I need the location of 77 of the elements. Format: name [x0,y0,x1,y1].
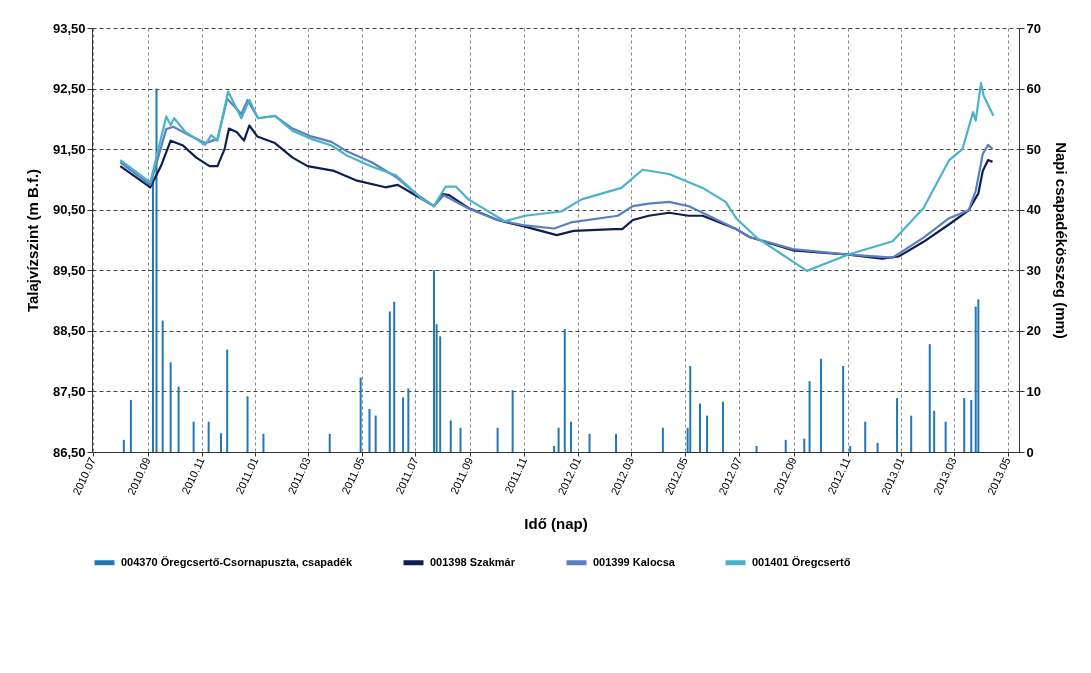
bar [226,349,229,452]
bar [689,365,692,452]
y-axis-title: Talajvízszint (m B.f.) [23,168,41,313]
bar [569,421,572,452]
y-tick-label: 89,50 [52,262,86,278]
y-tick-label: 90,50 [52,202,86,218]
bar [432,270,435,452]
y-tick-label: 91,50 [52,141,86,157]
bar [876,442,879,452]
bar [784,439,787,452]
bar [262,433,265,452]
bar [207,421,210,452]
bar [511,390,514,452]
bar [944,421,947,452]
y2-axis-title: Napi csapadékösszeg (mm) [1052,142,1070,339]
x-axis-title: Idő (nap) [524,514,588,532]
y-tick-label: 86,50 [52,444,86,460]
bar [864,421,867,452]
y2-tick-label: 10 [1026,383,1041,399]
bar [177,386,180,452]
y2-tick-label: 0 [1026,444,1034,460]
bar [129,399,132,452]
bar [842,365,845,452]
y2-tick-label: 50 [1026,141,1041,157]
bar [388,311,391,452]
y-tick-label: 93,50 [52,20,86,36]
bar [896,398,899,452]
y-tick-label: 87,50 [52,383,86,399]
bar [169,362,172,452]
bar [220,433,223,452]
bar [588,433,591,452]
bar [374,415,377,452]
y2-tick-label: 20 [1026,323,1041,339]
bar [820,358,823,452]
bar [563,329,566,452]
y-tick-label: 88,50 [52,323,86,339]
bar [496,427,499,452]
bar [849,445,852,452]
y2-tick-label: 60 [1026,81,1041,97]
bar [910,415,913,452]
line-series [119,124,994,260]
bar [155,88,158,452]
bar [977,299,980,452]
bar [970,399,973,452]
bar [803,438,806,452]
bar [407,388,410,452]
y-tick-label: 92,50 [52,81,86,97]
bar [706,415,709,452]
y2-tick-label: 30 [1026,262,1041,278]
legend-label: 001398 Szakmár [430,555,516,568]
bar [721,401,724,452]
bar [246,396,249,452]
bar [928,344,931,452]
bar [449,420,452,452]
legend-label: 001399 Kalocsa [593,555,676,568]
bar [359,377,362,452]
bar [615,433,618,452]
bar [402,397,405,452]
bar [557,427,560,452]
bar [368,408,371,452]
bar [755,445,758,452]
legend-label: 001401 Öregcsertő [752,555,851,568]
bar [808,381,811,452]
bar [192,421,195,452]
bar [459,427,462,452]
bar [328,433,331,452]
bar [661,427,664,452]
bar [161,320,164,452]
bar [553,445,556,452]
legend-label: 004370 Öregcsertő-Csornapuszta, csapadék [121,555,353,568]
bar [393,301,396,452]
bar [698,403,701,452]
bar [963,398,966,452]
bar [122,439,125,452]
y2-tick-label: 70 [1026,20,1041,36]
y2-tick-label: 40 [1026,202,1041,218]
bar [933,410,936,452]
